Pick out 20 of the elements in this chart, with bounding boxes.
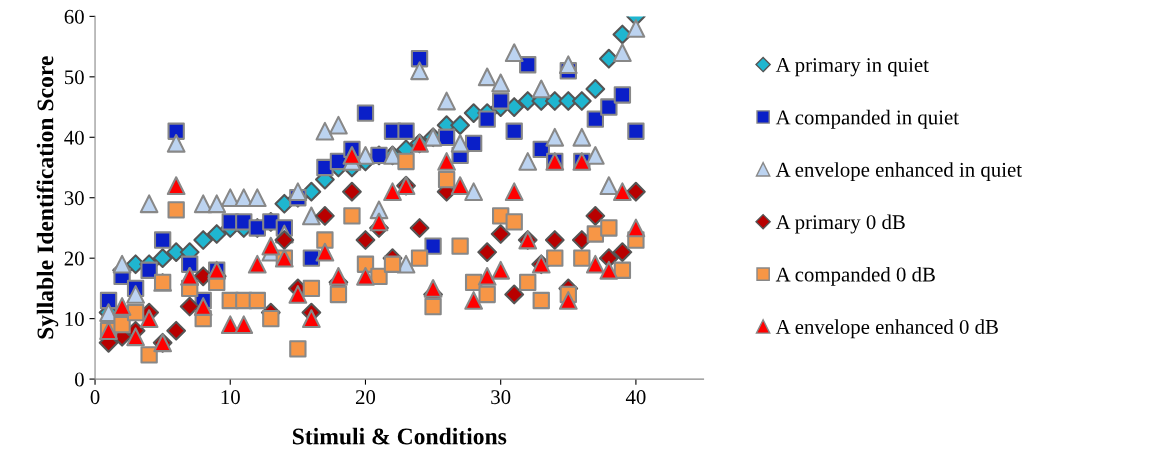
legend-label: A companded in quiet bbox=[775, 109, 959, 129]
x-tick-label: 0 bbox=[90, 390, 100, 405]
x-tick-label: 40 bbox=[625, 390, 646, 405]
y-tick-label: 0 bbox=[75, 372, 84, 387]
legend-label: A envelope enhanced 0 dB bbox=[775, 319, 998, 339]
x-tick-label: 30 bbox=[491, 390, 511, 405]
y-tick-label: 40 bbox=[64, 130, 84, 145]
x-tick-label: 10 bbox=[221, 390, 240, 405]
y-tick-label: 30 bbox=[64, 191, 84, 206]
y-tick-label: 20 bbox=[64, 251, 84, 266]
legend-label: A companded 0 dB bbox=[775, 266, 935, 286]
legend-label: A primary in quiet bbox=[775, 58, 929, 77]
y-tick-label: 10 bbox=[65, 312, 84, 327]
y-axis-title: Syllable Identification Score bbox=[36, 56, 59, 339]
y-tick-label: 50 bbox=[65, 70, 84, 85]
x-tick-label: 20 bbox=[355, 390, 376, 405]
x-axis-title: Stimuli & Conditions bbox=[292, 427, 507, 445]
legend-label: A envelope enhanced in quiet bbox=[775, 162, 1022, 182]
y-tick-label: 60 bbox=[64, 9, 84, 24]
legend-label: A primary 0 dB bbox=[775, 214, 905, 234]
